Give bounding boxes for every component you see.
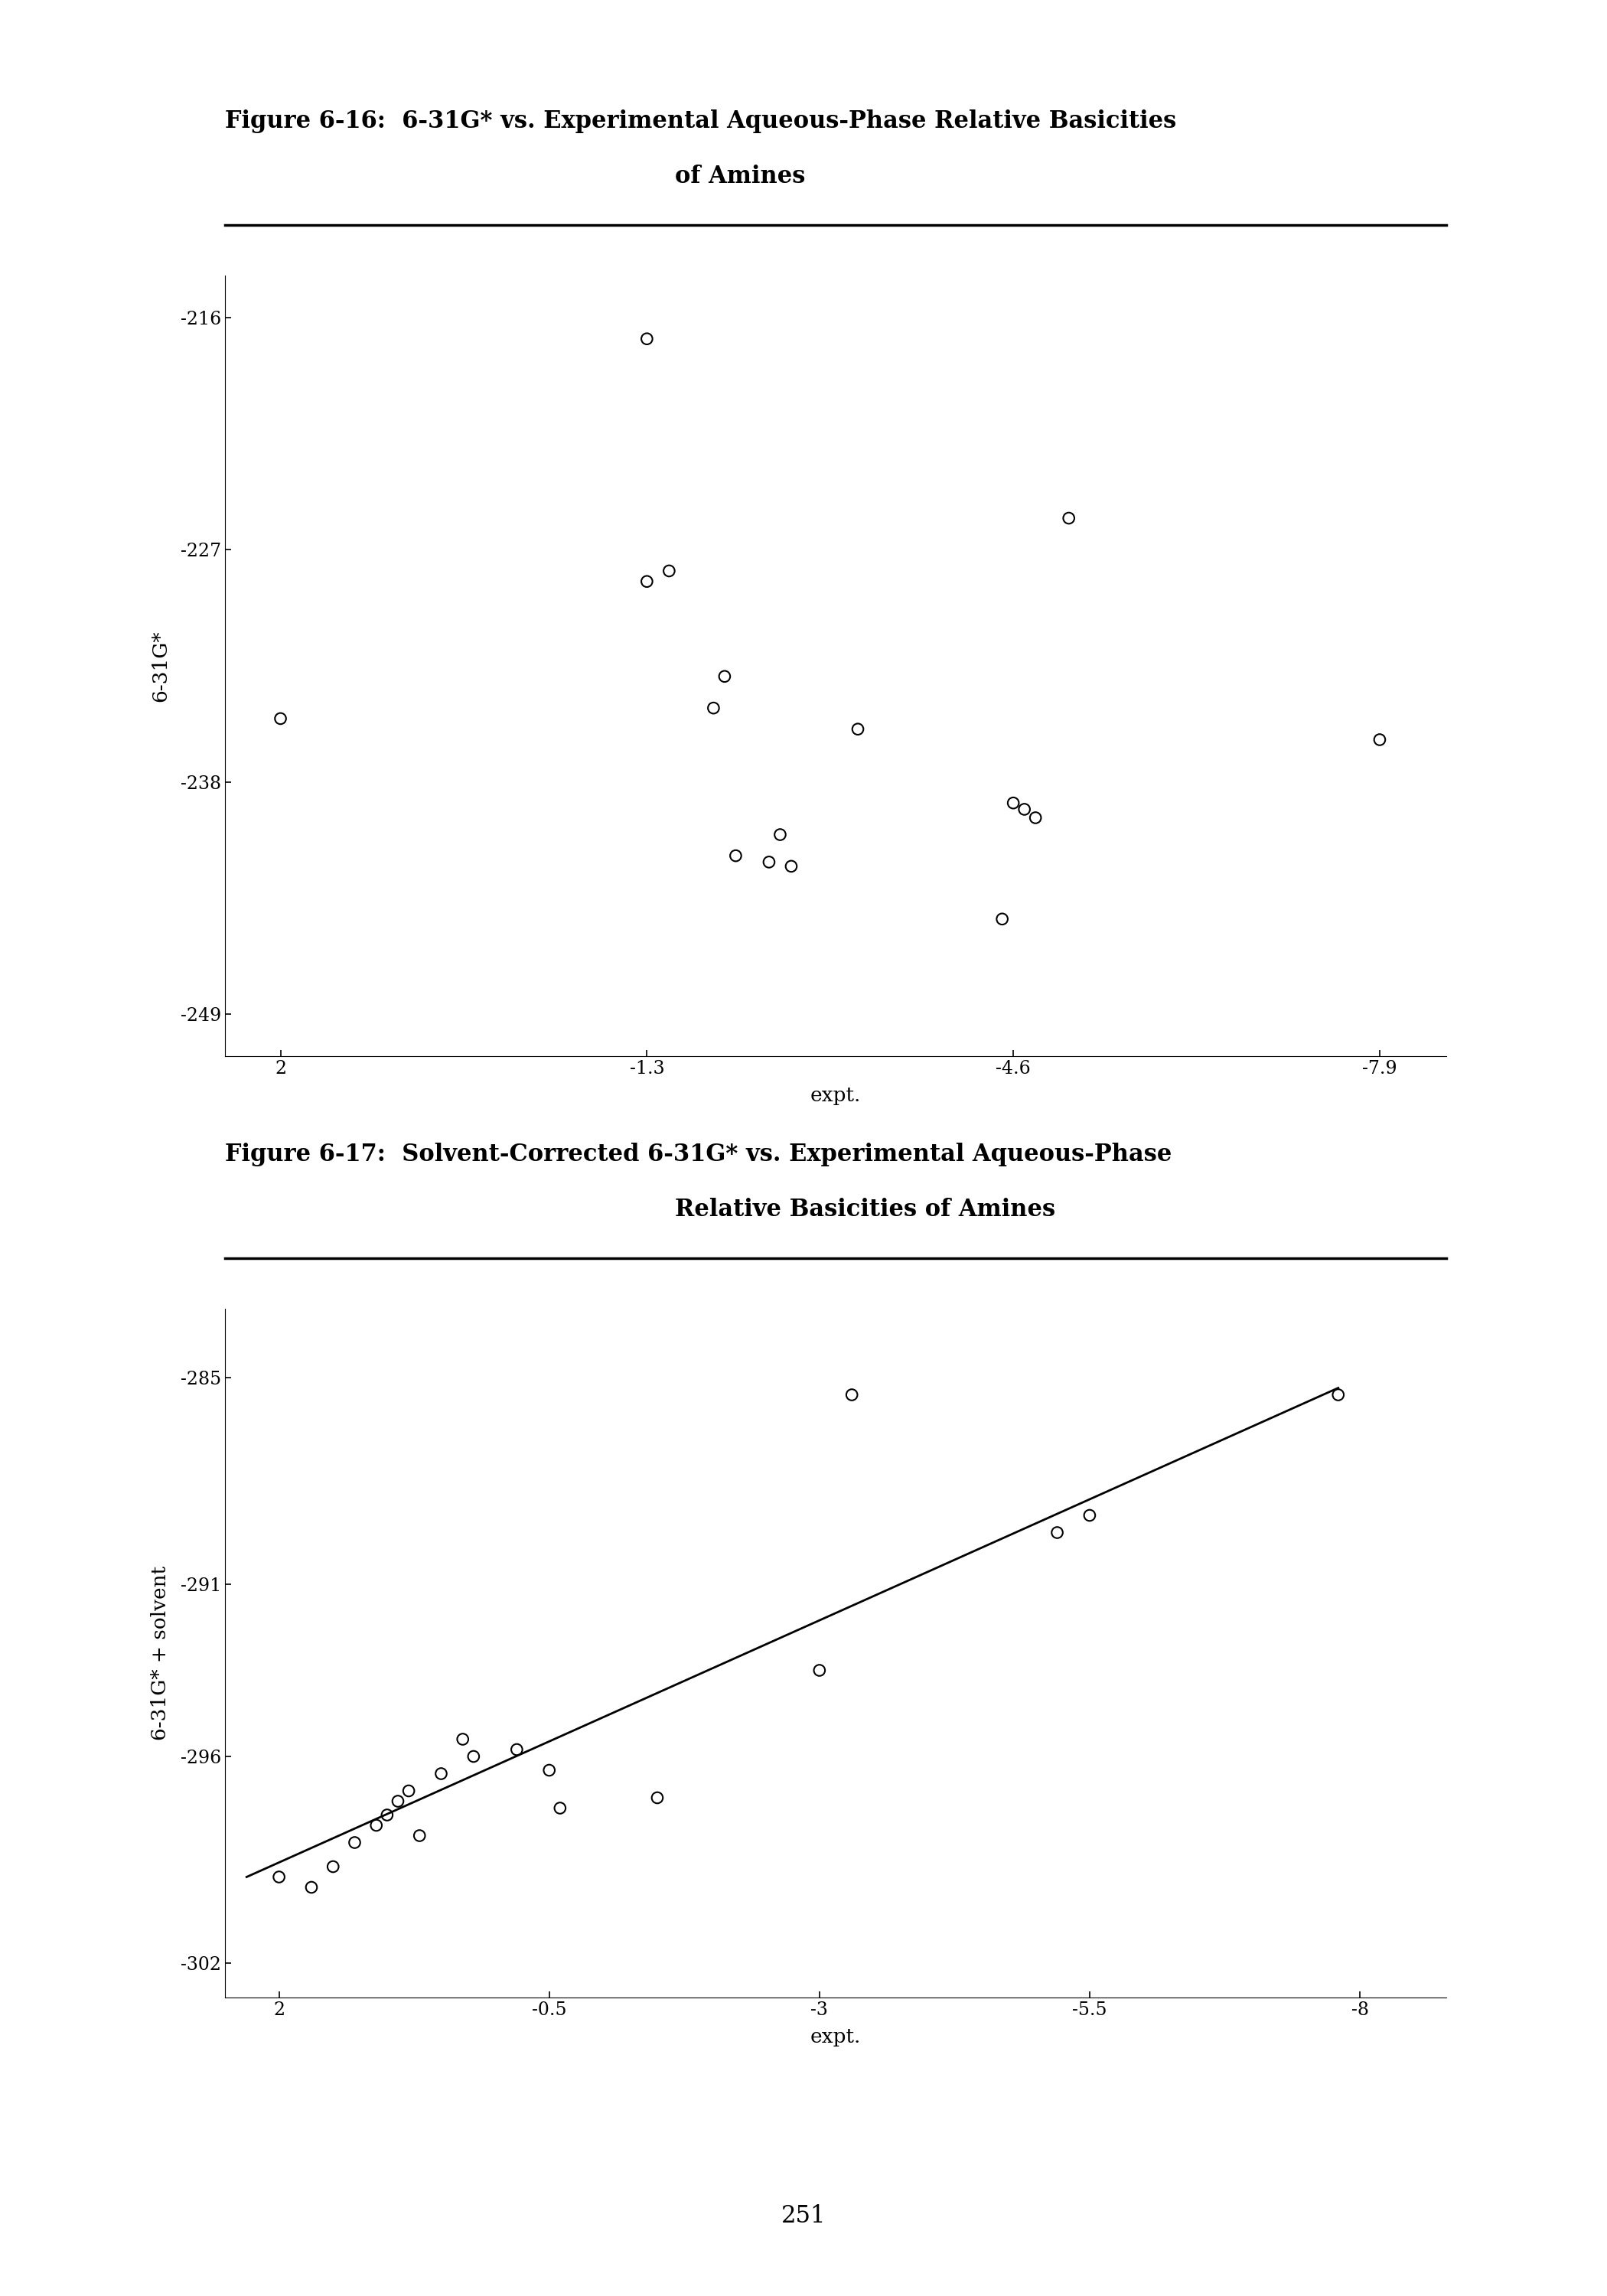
Point [374, 1795, 400, 1832]
Text: Figure 6-17:  Solvent-Corrected 6-31G* vs. Experimental Aqueous-Phase: Figure 6-17: Solvent-Corrected 6-31G* vs… [225, 1143, 1172, 1166]
Point [429, 1754, 455, 1791]
Point [342, 1823, 368, 1860]
Point [320, 1848, 346, 1885]
Point [267, 1860, 292, 1896]
Point [450, 1722, 476, 1759]
Point [1045, 1515, 1070, 1552]
Point [363, 1807, 389, 1844]
Text: Figure 6-16:  6-31G* vs. Experimental Aqueous-Phase Relative Basicities: Figure 6-16: 6-31G* vs. Experimental Aqu… [225, 110, 1176, 133]
Point [635, 563, 660, 599]
Point [767, 817, 792, 854]
Point [644, 1779, 670, 1816]
Point [1056, 501, 1082, 537]
Point [537, 1752, 562, 1789]
Point [712, 659, 738, 696]
Point [268, 700, 294, 737]
Y-axis label: 6-31G*: 6-31G* [151, 629, 170, 703]
Point [395, 1773, 421, 1809]
Point [1022, 799, 1048, 836]
Point [386, 1782, 411, 1818]
Point [1001, 785, 1027, 822]
Point [546, 1791, 572, 1828]
Point [990, 900, 1016, 937]
Point [1326, 1378, 1351, 1414]
Point [1368, 721, 1393, 758]
Point [461, 1738, 487, 1775]
Point [407, 1818, 432, 1855]
Point [778, 847, 804, 884]
Text: 251: 251 [781, 2204, 826, 2227]
Point [839, 1378, 865, 1414]
Point [505, 1731, 530, 1768]
Text: of Amines: of Amines [675, 165, 805, 188]
Point [701, 689, 726, 726]
Y-axis label: 6-31G* + solvent: 6-31G* + solvent [151, 1566, 170, 1740]
Point [757, 843, 783, 879]
Point [845, 712, 871, 748]
Point [656, 553, 681, 590]
Point [299, 1869, 325, 1906]
Text: Relative Basicities of Amines: Relative Basicities of Amines [675, 1199, 1056, 1221]
Point [1077, 1497, 1102, 1534]
Point [723, 838, 749, 875]
Point [807, 1653, 832, 1690]
X-axis label: expt.: expt. [810, 2027, 861, 2046]
X-axis label: expt.: expt. [810, 1086, 861, 1104]
Point [635, 321, 660, 358]
Point [1011, 790, 1037, 827]
